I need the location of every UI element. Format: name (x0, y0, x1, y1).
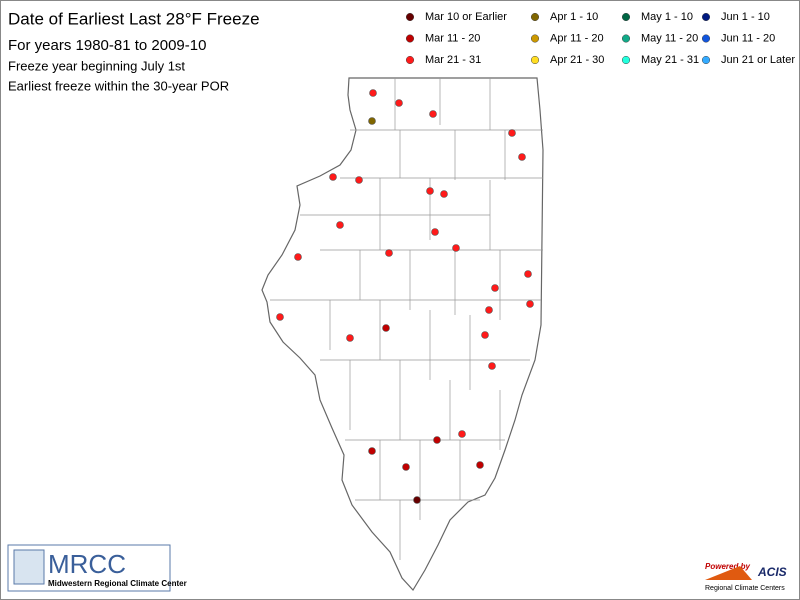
logo-text: ACIS (757, 565, 787, 579)
station (402, 463, 410, 471)
legend-label: Mar 10 or Earlier (425, 11, 507, 23)
note: Freeze year beginning July 1st (8, 58, 185, 73)
station (395, 99, 403, 107)
station (385, 249, 393, 257)
station (485, 306, 493, 314)
station (368, 117, 376, 125)
station (440, 190, 448, 198)
mrcc-logo: MRCC Midwestern Regional Climate Center (7, 544, 187, 592)
logo-caption: Powered by (705, 562, 750, 571)
legend-swatch (530, 55, 540, 65)
station (452, 244, 460, 252)
legend-label: May 21 - 31 (641, 54, 699, 66)
legend-label: Apr 1 - 10 (550, 11, 598, 23)
station (294, 253, 302, 261)
legend-swatch (621, 34, 631, 43)
legend-label: May 11 - 20 (641, 32, 698, 44)
station (355, 176, 363, 184)
station (431, 228, 439, 236)
station (476, 461, 484, 469)
legend-swatch (701, 12, 711, 22)
logo-caption: Regional Climate Centers (705, 585, 785, 592)
station (429, 110, 437, 118)
station (508, 129, 516, 137)
legend-swatch (701, 34, 711, 43)
station (481, 331, 489, 339)
legend-swatch (405, 34, 415, 43)
state-outline (261, 77, 544, 591)
logo-icon (705, 566, 752, 580)
legend-swatch (530, 12, 540, 22)
legend-label: Jun 11 - 20 (721, 32, 775, 44)
legend-label: Apr 21 - 30 (550, 54, 604, 66)
station (369, 89, 377, 97)
stations (276, 89, 534, 504)
station (433, 436, 441, 444)
station (524, 270, 532, 278)
station (518, 153, 526, 161)
station (336, 221, 344, 229)
station (413, 496, 421, 504)
legend-swatch (405, 55, 415, 65)
legend-label: Mar 21 - 31 (425, 54, 481, 66)
legend-swatch (621, 12, 631, 22)
station (346, 334, 354, 342)
station (458, 430, 466, 438)
title: Date of Earliest Last 28°F Freeze (8, 9, 260, 28)
station (488, 362, 496, 370)
legend-label: Apr 11 - 20 (550, 32, 604, 44)
legend-label: Jun 21 or Later (721, 54, 795, 66)
logo-icon (13, 549, 45, 585)
station (368, 447, 376, 455)
logo-text: MRCC (48, 549, 126, 579)
station (426, 187, 434, 195)
acis-logo: Powered by ACIS Regional Climate Centers (705, 562, 787, 592)
station (382, 324, 390, 332)
station (491, 284, 499, 292)
legend-swatch (621, 55, 631, 65)
subtitle: For years 1980-81 to 2009-10 (8, 37, 206, 54)
legend-label: Mar 11 - 20 (425, 32, 480, 44)
station (329, 173, 337, 181)
legend-label: Jun 1 - 10 (721, 11, 770, 23)
legend-swatch (405, 12, 415, 22)
legend-label: May 1 - 10 (641, 11, 693, 23)
legend-swatch (701, 55, 711, 65)
logo-caption: Midwestern Regional Climate Center (48, 579, 187, 588)
legend: Mar 10 or Earlier Mar 11 - 20 Mar 21 - 31 A… (405, 11, 795, 66)
note: Earliest freeze within the 30-year POR (8, 78, 229, 93)
station (276, 313, 284, 321)
legend-swatch (530, 34, 540, 43)
station (526, 300, 534, 308)
